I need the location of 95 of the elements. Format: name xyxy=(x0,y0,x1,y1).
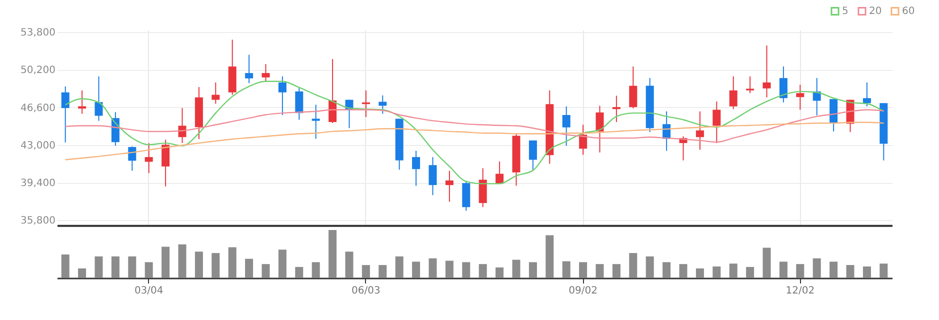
bar xyxy=(579,262,588,278)
candlestick xyxy=(696,110,704,150)
x-tick-label: 06/03 xyxy=(352,286,380,296)
candlestick xyxy=(445,170,454,202)
candlestick xyxy=(862,82,871,107)
bar xyxy=(596,264,604,278)
candlestick xyxy=(262,64,270,83)
bar xyxy=(395,256,404,278)
y-tick-label: 53,800 xyxy=(20,28,56,39)
bar xyxy=(880,264,888,278)
bar xyxy=(228,247,236,278)
candlestick xyxy=(830,98,838,132)
bar xyxy=(779,262,788,278)
bar xyxy=(478,264,487,278)
candlestick xyxy=(612,95,620,123)
bar xyxy=(111,256,120,278)
candlestick xyxy=(312,104,320,140)
bar xyxy=(662,262,671,278)
bar xyxy=(312,262,320,278)
bar xyxy=(712,266,721,278)
candlestick xyxy=(796,84,804,110)
bar xyxy=(328,230,337,278)
bar xyxy=(212,253,220,278)
candlestick xyxy=(245,54,254,84)
legend-label: 20 xyxy=(869,6,882,18)
bar xyxy=(428,258,437,278)
y-tick-label: 35,800 xyxy=(20,216,56,227)
bar xyxy=(345,252,354,278)
bar xyxy=(746,266,754,278)
bar xyxy=(378,265,387,278)
y-tick-label: 46,600 xyxy=(20,102,56,114)
bar xyxy=(830,262,838,278)
candlestick xyxy=(94,76,103,122)
bar xyxy=(528,262,537,278)
bar xyxy=(496,267,504,278)
candlestick xyxy=(144,142,153,174)
bar xyxy=(245,258,254,278)
bar xyxy=(846,265,854,278)
bar xyxy=(696,268,704,278)
candlestick xyxy=(378,94,387,114)
bar xyxy=(262,264,270,278)
candlestick xyxy=(762,44,771,98)
bar xyxy=(562,261,570,278)
bar xyxy=(729,264,738,278)
bar xyxy=(278,250,286,278)
bar xyxy=(144,262,153,278)
candlestick xyxy=(212,82,220,104)
candlestick xyxy=(596,105,604,153)
bar xyxy=(162,246,170,278)
x-tick-label: 09/02 xyxy=(568,286,598,296)
bar xyxy=(612,264,620,278)
y-tick-label: 50,200 xyxy=(20,65,56,76)
bar xyxy=(546,235,554,278)
candlestick xyxy=(729,76,738,110)
candlestick xyxy=(478,168,487,208)
candlestick xyxy=(712,100,721,144)
bar xyxy=(94,256,103,278)
x-tick-label: 03/04 xyxy=(134,286,164,296)
candlestick xyxy=(295,88,304,120)
bar xyxy=(679,264,688,278)
candlestick xyxy=(412,150,420,186)
bar xyxy=(462,262,470,278)
bar xyxy=(362,265,370,278)
y-tick-label: 39,400 xyxy=(20,178,56,190)
bar xyxy=(295,266,304,278)
candlestick xyxy=(428,156,437,196)
candlestick xyxy=(579,124,588,156)
candlestick xyxy=(178,108,186,144)
bar xyxy=(512,260,520,278)
y-tick-label: 43,000 xyxy=(20,140,56,152)
x-tick-label: 12/02 xyxy=(786,286,815,296)
bar xyxy=(194,252,203,278)
bar xyxy=(78,268,86,278)
candlestick xyxy=(629,66,638,109)
bar xyxy=(862,266,871,278)
candlestick xyxy=(779,66,788,103)
bar xyxy=(812,258,821,278)
candlestick xyxy=(61,86,70,143)
bar xyxy=(128,256,136,278)
bar xyxy=(629,253,638,278)
legend-label: 5 xyxy=(842,6,848,18)
bar xyxy=(61,254,70,278)
bar xyxy=(796,264,804,278)
candlestick xyxy=(562,106,570,146)
candlestick xyxy=(278,76,286,116)
legend-label: 60 xyxy=(902,6,915,18)
bar xyxy=(412,262,420,278)
bar xyxy=(178,244,186,278)
candlestick xyxy=(128,146,136,172)
candlestick xyxy=(528,140,537,170)
candlestick xyxy=(162,139,170,187)
bar xyxy=(445,260,454,278)
bar xyxy=(762,248,771,278)
candlestick xyxy=(746,76,754,94)
bar xyxy=(646,256,654,278)
